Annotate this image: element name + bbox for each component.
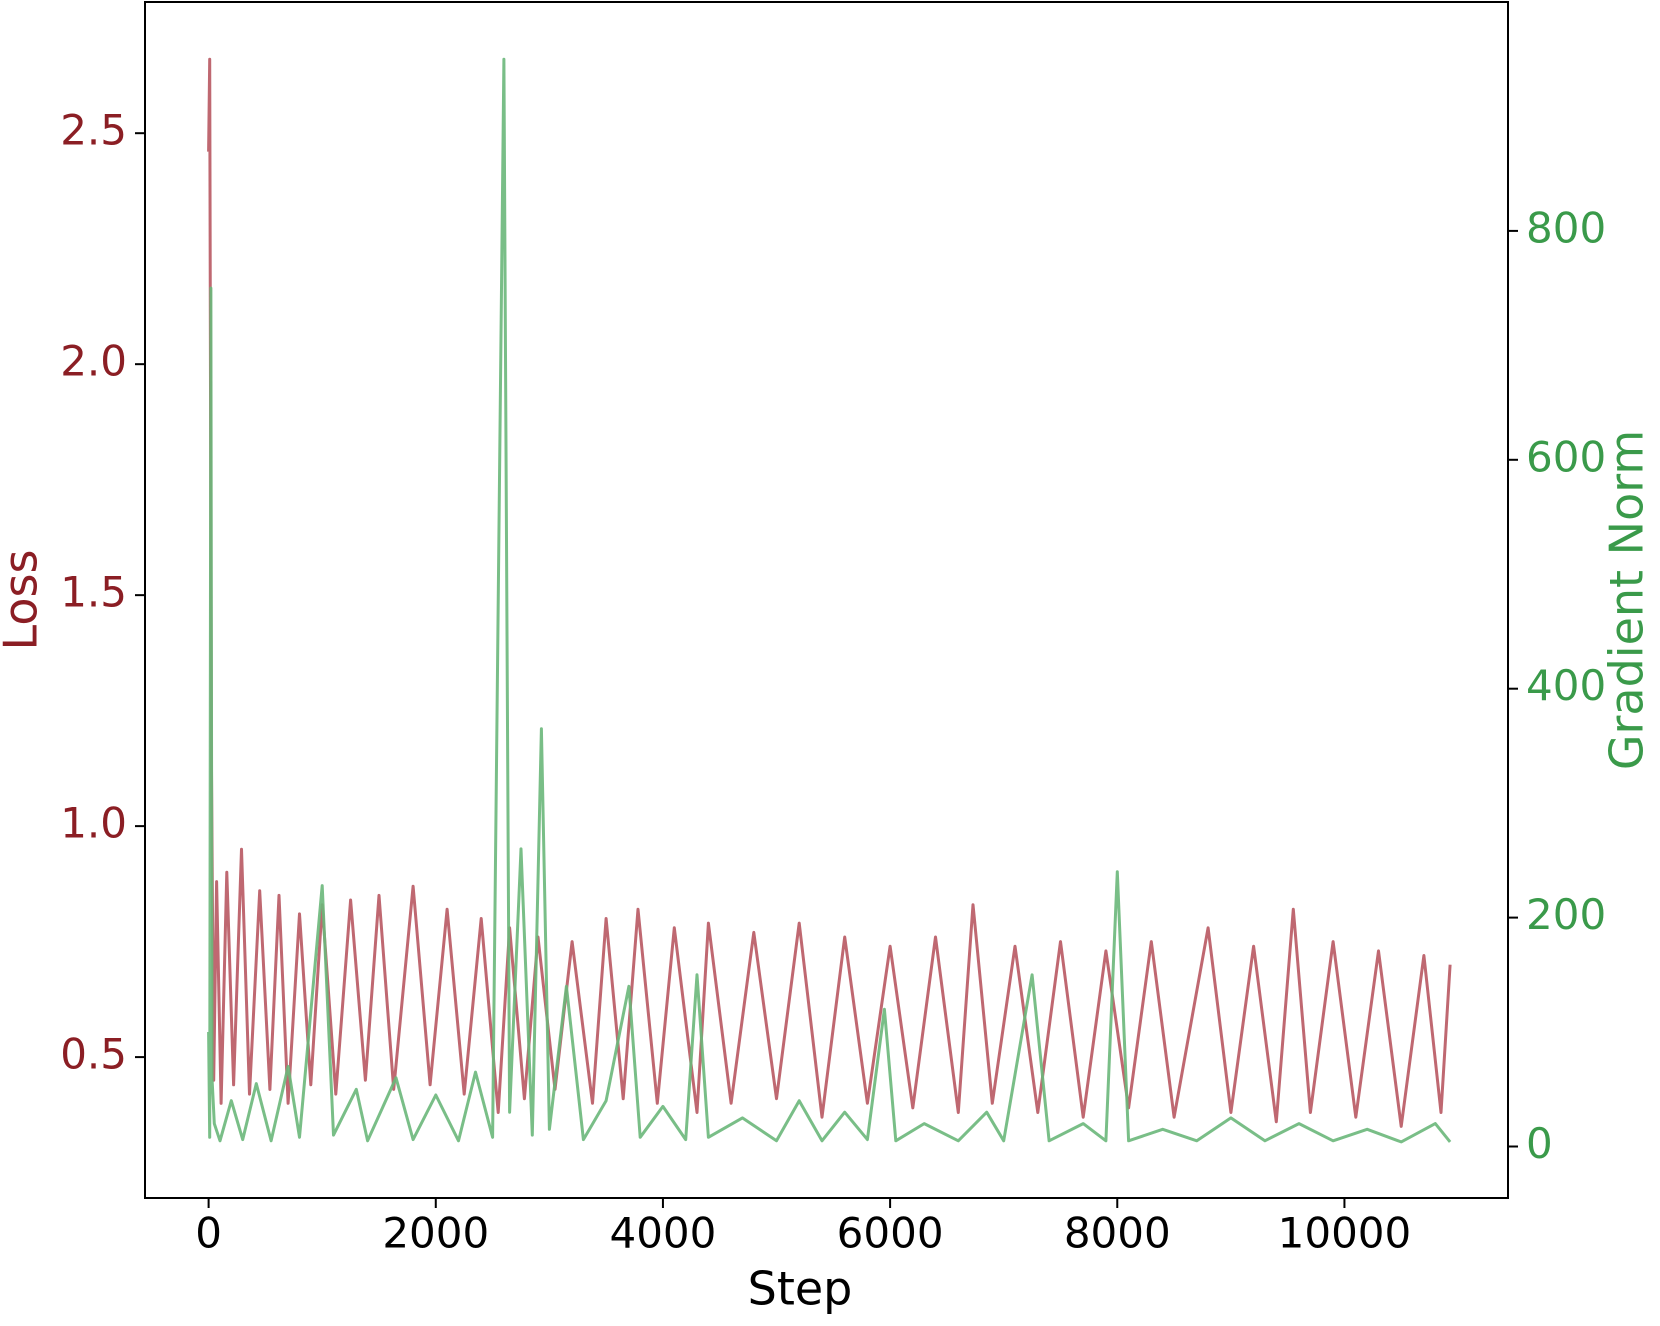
y2-tick-label: 200 [1526, 890, 1606, 939]
x-tick-label: 4000 [609, 1209, 716, 1258]
y-tick-label: 2.0 [60, 337, 127, 386]
x-tick-label: 6000 [837, 1209, 944, 1258]
y-tick-label: 0.5 [60, 1030, 127, 1079]
y2-tick-label: 0 [1526, 1119, 1553, 1168]
y2-tick-label: 600 [1526, 432, 1606, 481]
x-tick-label: 2000 [382, 1209, 489, 1258]
y-tick-label: 1.0 [60, 799, 127, 848]
y2-tick-label: 800 [1526, 203, 1606, 252]
y-axis-label: Loss [0, 550, 48, 651]
y2-tick-label: 400 [1526, 661, 1606, 710]
y-tick-label: 2.5 [60, 106, 127, 155]
series-line [207, 57, 1452, 1144]
series-line [207, 57, 1452, 1128]
x-axis-label: Step [748, 1262, 853, 1316]
x-tick-label: 10000 [1278, 1209, 1412, 1258]
y-tick-label: 1.5 [60, 568, 127, 617]
x-tick-label: 8000 [1064, 1209, 1171, 1258]
plot-frame [144, 1, 1509, 1199]
y2-axis-label: Gradient Norm [1600, 430, 1654, 770]
x-tick-label: 0 [195, 1209, 222, 1258]
